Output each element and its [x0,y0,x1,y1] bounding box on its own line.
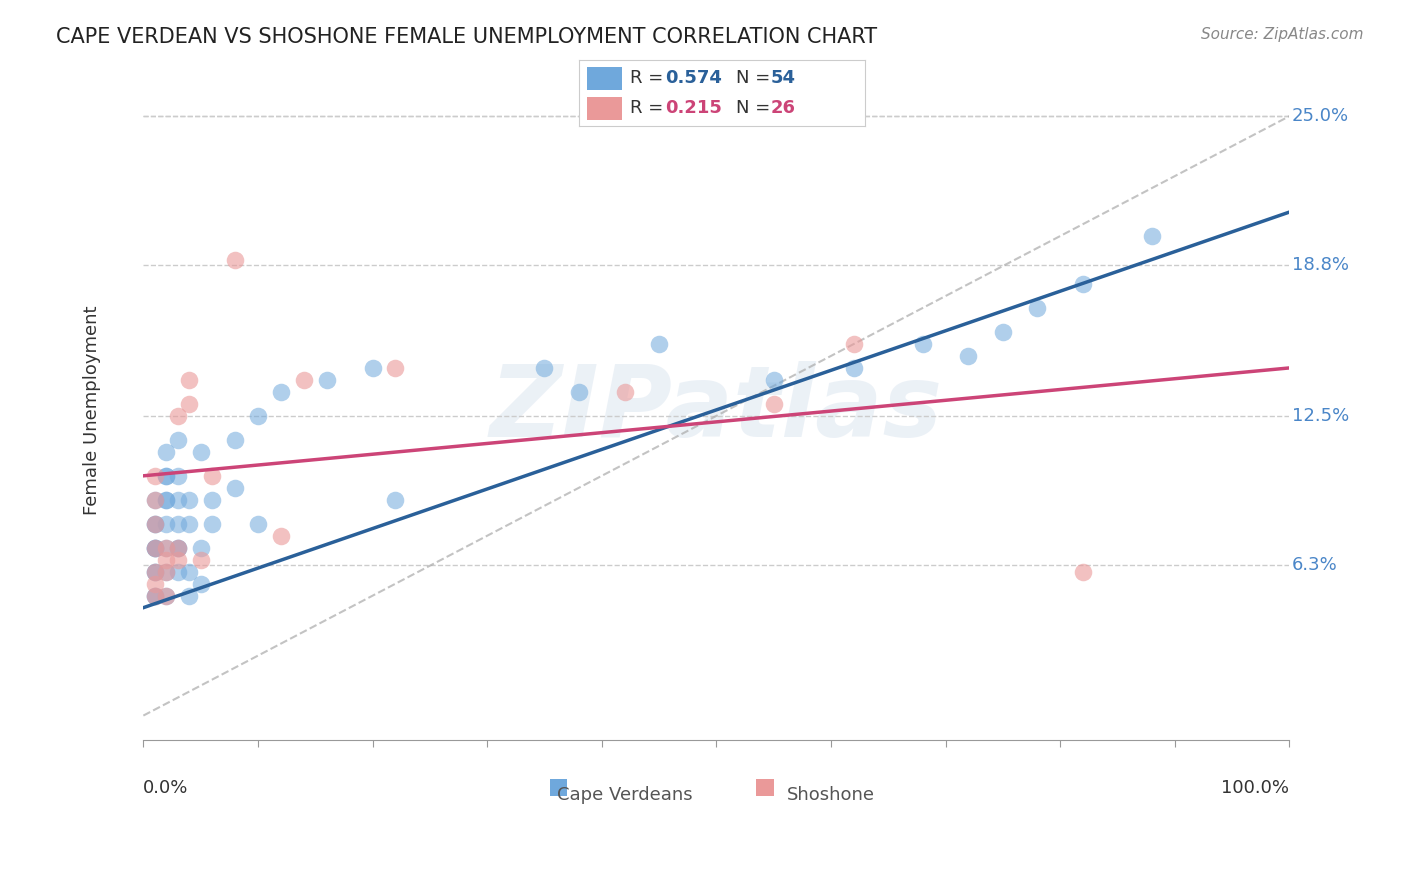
Text: 6.3%: 6.3% [1292,556,1337,574]
Point [190,576,212,591]
Point [361,360,384,375]
Point [166,553,188,567]
Point [179,373,201,387]
Point [155,541,177,555]
Point [190,541,212,555]
Point [143,516,166,531]
Point [143,541,166,555]
Point [1071,277,1094,291]
Point [155,492,177,507]
Point [143,492,166,507]
Point [613,384,636,399]
Text: Female Unemployment: Female Unemployment [83,305,101,515]
Point [166,541,188,555]
Point [224,253,246,268]
Point [179,492,201,507]
Point [166,541,188,555]
Point [533,360,555,375]
Point [190,553,212,567]
Point [166,541,188,555]
Point [762,373,785,387]
Point [143,516,166,531]
Point [384,492,406,507]
Point [1071,565,1094,579]
Point [143,541,166,555]
Point [155,516,177,531]
Point [166,468,188,483]
Point [762,397,785,411]
Text: 0.0%: 0.0% [143,779,188,797]
Point [246,409,269,423]
Point [384,360,406,375]
Point [179,589,201,603]
Point [292,373,315,387]
Point [166,433,188,447]
Point [155,565,177,579]
Point [155,589,177,603]
Text: 100.0%: 100.0% [1222,779,1289,797]
Point [201,492,224,507]
Point [155,468,177,483]
Point [143,589,166,603]
Point [143,541,166,555]
Point [201,516,224,531]
Point [1140,229,1163,244]
Text: Source: ZipAtlas.com: Source: ZipAtlas.com [1201,27,1364,42]
Point [911,337,934,351]
Point [143,565,166,579]
Point [991,325,1014,339]
Point [842,360,865,375]
Point [155,541,177,555]
Point [179,565,201,579]
Point [224,433,246,447]
Text: 12.5%: 12.5% [1292,407,1348,425]
Point [166,409,188,423]
Point [179,397,201,411]
Point [568,384,591,399]
Text: ZIPatlas: ZIPatlas [489,361,943,458]
Point [201,468,224,483]
Point [270,384,292,399]
Text: 25.0%: 25.0% [1292,107,1348,125]
Point [143,589,166,603]
Point [143,576,166,591]
Point [224,481,246,495]
Point [648,337,671,351]
Point [842,337,865,351]
Point [166,565,188,579]
Point [1026,301,1049,315]
Point [315,373,337,387]
Text: Cape Verdeans: Cape Verdeans [557,786,693,804]
Point [155,492,177,507]
Point [957,349,980,363]
Point [143,516,166,531]
Bar [756,779,773,796]
Point [246,516,269,531]
Point [155,445,177,459]
Point [143,589,166,603]
Point [155,565,177,579]
Point [143,541,166,555]
Text: Shoshone: Shoshone [787,786,875,804]
Point [143,468,166,483]
Point [155,468,177,483]
Text: CAPE VERDEAN VS SHOSHONE FEMALE UNEMPLOYMENT CORRELATION CHART: CAPE VERDEAN VS SHOSHONE FEMALE UNEMPLOY… [56,27,877,46]
Point [143,565,166,579]
Bar [550,779,568,796]
Text: 18.8%: 18.8% [1292,256,1348,274]
Point [190,445,212,459]
Point [155,589,177,603]
Point [143,492,166,507]
Point [179,516,201,531]
Point [166,492,188,507]
Point [166,516,188,531]
Point [143,565,166,579]
Point [155,553,177,567]
Point [270,529,292,543]
